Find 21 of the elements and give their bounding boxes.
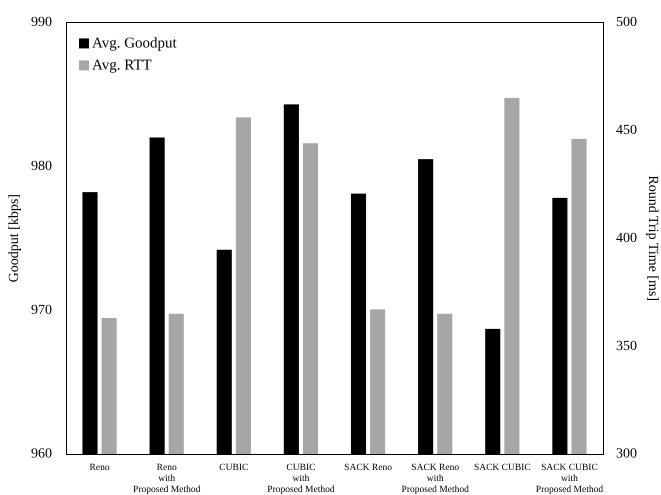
x-tick-label: Reno bbox=[90, 462, 110, 473]
y2-tick-label: 500 bbox=[616, 15, 637, 30]
legend-label: Avg. Goodput bbox=[92, 35, 178, 52]
y2-tick-label: 450 bbox=[616, 122, 637, 138]
x-tick-label: SACK Reno with Proposed Method bbox=[402, 462, 470, 495]
y-tick-label: 970 bbox=[31, 302, 52, 318]
y-axis-title: Goodput [kbps] bbox=[7, 194, 22, 282]
y2-tick-label: 300 bbox=[616, 446, 637, 462]
y-tick-label: 990 bbox=[31, 15, 52, 30]
y2-axis-title: Round Trip Time [ms] bbox=[644, 175, 660, 302]
x-tick-label: SACK CUBIC with Proposed Method bbox=[536, 462, 604, 495]
y2-tick-label: 400 bbox=[616, 230, 637, 246]
x-tick-label: Reno with Proposed Method bbox=[133, 462, 201, 495]
y-tick-label: 960 bbox=[31, 446, 52, 462]
y2-tick-label: 350 bbox=[616, 338, 637, 354]
y-tick-label: 980 bbox=[31, 158, 52, 174]
x-tick-label: SACK Reno bbox=[344, 462, 392, 473]
x-tick-label: CUBIC with Proposed Method bbox=[267, 462, 335, 495]
x-tick-label: CUBIC bbox=[219, 462, 248, 473]
x-tick-label: SACK CUBIC bbox=[474, 462, 531, 473]
legend-label: Avg. RTT bbox=[92, 57, 152, 74]
